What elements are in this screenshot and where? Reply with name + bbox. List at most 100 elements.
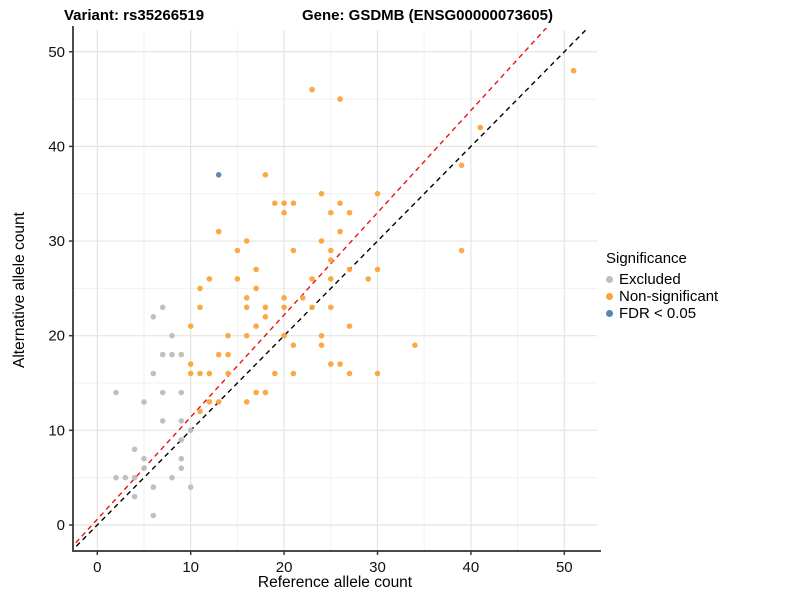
- legend-item: FDR < 0.05: [606, 305, 718, 322]
- data-point: [337, 361, 343, 367]
- y-axis-title: Alternative allele count: [11, 212, 28, 368]
- data-point: [169, 351, 175, 358]
- data-point: [122, 474, 129, 481]
- data-point: [243, 304, 250, 311]
- svg-text:0: 0: [93, 559, 101, 576]
- data-point: [178, 437, 185, 443]
- data-point: [225, 351, 231, 358]
- data-point: [272, 200, 278, 206]
- data-point: [318, 238, 325, 244]
- svg-text:0: 0: [57, 517, 65, 534]
- data-point: [243, 399, 250, 405]
- data-point: [570, 67, 577, 74]
- data-point: [262, 314, 269, 320]
- data-point: [197, 370, 203, 377]
- legend-item-label: FDR < 0.05: [619, 305, 697, 322]
- data-point: [253, 266, 259, 273]
- svg-text:20: 20: [276, 559, 293, 576]
- data-point: [346, 266, 353, 273]
- data-point: [243, 295, 250, 301]
- major-gridlines: [73, 30, 597, 551]
- data-point: [309, 276, 315, 282]
- legend-item: Non-significant: [606, 288, 718, 305]
- data-point: [159, 351, 166, 358]
- legend-swatch-fdr: [606, 310, 613, 317]
- data-point: [197, 304, 203, 311]
- data-point: [337, 200, 343, 206]
- x-axis-title: Reference allele count: [257, 574, 413, 591]
- data-point: [131, 493, 138, 500]
- data-point: [178, 418, 185, 424]
- svg-text:30: 30: [48, 233, 65, 250]
- data-point: [253, 285, 259, 292]
- data-point: [225, 370, 231, 377]
- svg-text:10: 10: [182, 559, 199, 576]
- data-point: [178, 455, 185, 462]
- data-point: [159, 304, 166, 311]
- legend: Significance Excluded Non-significant FD…: [606, 250, 718, 322]
- data-point: [225, 332, 231, 339]
- data-point: [253, 389, 259, 396]
- series-fdr-0-05: [215, 172, 222, 178]
- minor-gridlines: [73, 30, 597, 551]
- data-point: [206, 276, 213, 282]
- data-point: [374, 370, 381, 377]
- svg-text:20: 20: [48, 328, 65, 345]
- data-point: [197, 285, 203, 292]
- data-point: [309, 86, 315, 93]
- data-point: [328, 257, 334, 263]
- data-point: [253, 323, 259, 330]
- data-point: [187, 370, 194, 377]
- data-point: [290, 200, 297, 206]
- data-point: [206, 370, 213, 377]
- data-point: [169, 332, 175, 339]
- data-point: [187, 323, 194, 330]
- data-point: [131, 446, 138, 453]
- data-point: [187, 484, 194, 490]
- data-point: [328, 304, 334, 311]
- data-point: [458, 162, 465, 169]
- data-point: [477, 124, 484, 131]
- data-point: [141, 465, 147, 472]
- data-point: [458, 247, 465, 254]
- data-point: [159, 418, 166, 424]
- expected-ratio-line: [73, 28, 548, 547]
- data-point: [234, 276, 241, 282]
- data-point: [150, 484, 157, 490]
- data-point: [328, 209, 334, 216]
- svg-text:40: 40: [48, 138, 65, 155]
- identity-line: [73, 28, 589, 551]
- data-point: [150, 512, 157, 519]
- data-point: [281, 200, 287, 206]
- data-point: [262, 389, 269, 396]
- data-point: [318, 332, 325, 339]
- data-point: [281, 332, 287, 339]
- x-axis-tick-labels: 0 10 20 30 40 50: [93, 559, 573, 576]
- data-point: [150, 370, 157, 377]
- data-point: [290, 342, 297, 349]
- data-point: [328, 361, 334, 367]
- gene-title: Gene: GSDMB (ENSG00000073605): [302, 7, 553, 24]
- svg-text:30: 30: [369, 559, 386, 576]
- legend-item-label: Excluded: [619, 271, 681, 288]
- data-point: [131, 474, 138, 481]
- data-point: [215, 399, 222, 405]
- data-point: [328, 276, 334, 282]
- data-point: [290, 247, 297, 254]
- data-point: [178, 389, 185, 396]
- data-point: [374, 266, 381, 273]
- y-axis-tick-labels: 0 10 20 30 40 50: [48, 44, 65, 534]
- data-point: [412, 342, 418, 349]
- data-point: [197, 408, 203, 415]
- data-point: [187, 427, 194, 434]
- data-point: [243, 238, 250, 244]
- data-point: [328, 247, 334, 254]
- data-point: [318, 190, 325, 197]
- svg-text:50: 50: [48, 44, 65, 61]
- series-non-significant: [187, 67, 577, 415]
- legend-swatch-non-significant: [606, 293, 613, 300]
- data-point: [346, 370, 353, 377]
- data-point: [215, 228, 222, 235]
